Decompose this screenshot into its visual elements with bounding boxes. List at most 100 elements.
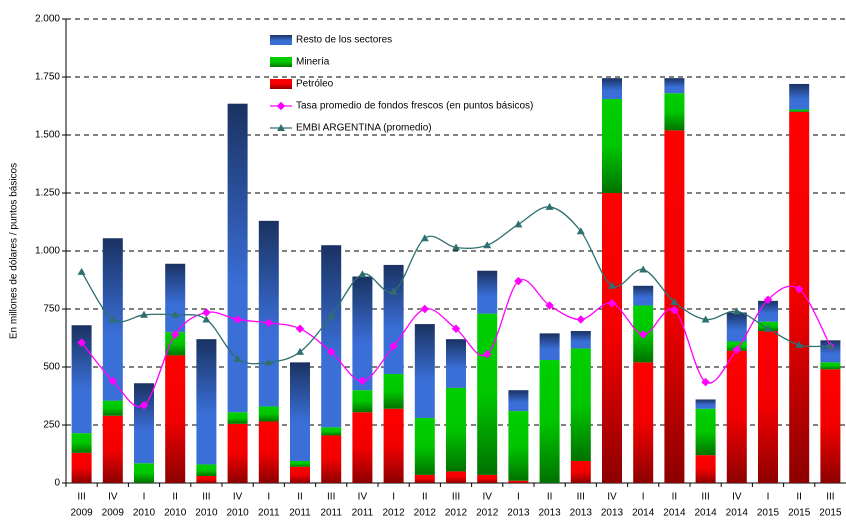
x-tick-label: II: [422, 492, 428, 503]
line-point: [108, 315, 117, 323]
line-point: [170, 330, 180, 339]
y-axis-label: En millones de dólares / puntos básicos: [9, 163, 20, 339]
line-point: [764, 324, 772, 332]
y-tick-label: 1.500: [35, 130, 60, 141]
x-tick-label: IV: [233, 492, 243, 503]
line-point: [514, 276, 523, 286]
bar-segment: [539, 333, 560, 361]
y-tick-label: 2.000: [35, 14, 60, 25]
bar-segment: [602, 78, 622, 100]
x-tick-year: 2014: [694, 508, 717, 519]
bar-segment: [508, 411, 529, 481]
x-tick-label: I: [642, 492, 645, 503]
bar-segment: [820, 362, 841, 370]
x-tick-label: III: [327, 492, 335, 503]
line-point: [794, 285, 804, 294]
bar-segment: [726, 350, 747, 483]
bar-segment: [227, 103, 248, 413]
x-tick-label: III: [202, 492, 210, 503]
bar-segment: [414, 474, 435, 483]
bar-segment: [602, 99, 622, 193]
bar-segment: [695, 408, 716, 456]
x-tick-label: II: [672, 492, 678, 503]
x-tick-label: II: [547, 492, 553, 503]
bar-segment: [321, 435, 342, 483]
x-tick-label: IV: [358, 492, 368, 503]
line-point: [638, 330, 648, 339]
bar-segment: [633, 285, 654, 306]
line-point: [608, 281, 616, 289]
x-tick-year: 2013: [507, 508, 530, 519]
line-point: [763, 295, 773, 304]
bar-segment: [71, 325, 92, 434]
bar-segment: [134, 463, 154, 483]
line-point: [482, 349, 492, 359]
legend-label: Petróleo: [296, 79, 334, 90]
bar-segment: [196, 476, 217, 483]
line-point: [607, 298, 617, 308]
line-point: [826, 342, 835, 350]
line-point: [732, 307, 741, 315]
y-tick-label: 1.000: [35, 246, 60, 257]
bar-segment: [290, 460, 310, 467]
x-tick-label: II: [297, 492, 303, 503]
bar-segment: [570, 348, 591, 461]
line-point: [140, 310, 148, 318]
x-tick-label: II: [172, 492, 178, 503]
line-point: [670, 298, 679, 306]
line-point: [451, 324, 461, 333]
y-tick-label: 1.750: [35, 72, 60, 83]
bar-segment: [165, 332, 186, 356]
x-tick-year: 2011: [352, 508, 374, 519]
bar-segment: [633, 362, 654, 483]
bar-segment: [71, 452, 92, 483]
bar-segment: [165, 263, 186, 333]
y-tick-label: 750: [43, 304, 60, 315]
bar-segment: [695, 455, 716, 483]
x-tick-year: 2010: [164, 508, 187, 519]
line-point: [296, 347, 304, 355]
line-point: [108, 376, 118, 386]
line-point: [639, 265, 648, 273]
line-point: [420, 304, 430, 314]
bar-segment: [352, 390, 373, 413]
x-tick-year: 2015: [757, 508, 780, 519]
bar-segment: [383, 264, 404, 374]
line-point: [576, 227, 585, 235]
bar-segment: [134, 383, 154, 464]
line-point: [326, 347, 336, 357]
x-tick-year: 2010: [195, 508, 218, 519]
line-point: [358, 376, 367, 386]
bar-segment: [446, 339, 466, 388]
legend-label: EMBI ARGENTINA (promedio): [296, 123, 432, 134]
line-point: [483, 241, 492, 249]
x-tick-year: 2010: [226, 508, 249, 519]
legend-label: Resto de los sectores: [296, 35, 392, 46]
y-tick-label: 250: [43, 420, 60, 431]
line-point: [202, 308, 211, 317]
bar-segment: [165, 355, 186, 483]
bar-segment: [820, 369, 841, 483]
bar-segment: [102, 400, 123, 416]
line-point: [264, 358, 273, 366]
line-point: [295, 324, 305, 333]
x-tick-label: II: [796, 492, 802, 503]
bar-segment: [352, 412, 373, 483]
x-tick-year: 2010: [133, 508, 156, 519]
bar-segment: [102, 415, 123, 483]
x-tick-label: III: [701, 492, 709, 503]
line-point: [358, 270, 367, 278]
bar-segment: [789, 111, 810, 484]
line-point: [202, 315, 211, 323]
bar-segment: [227, 423, 248, 483]
bar-segment: [539, 360, 560, 483]
bar-segment: [758, 331, 778, 483]
line-point: [701, 315, 710, 323]
x-tick-label: IV: [482, 492, 492, 503]
y-tick-label: 0: [54, 478, 60, 489]
legend-swatch: [270, 35, 292, 45]
line-point: [233, 315, 242, 324]
bar-segment: [71, 433, 92, 453]
x-tick-label: IV: [607, 492, 617, 503]
